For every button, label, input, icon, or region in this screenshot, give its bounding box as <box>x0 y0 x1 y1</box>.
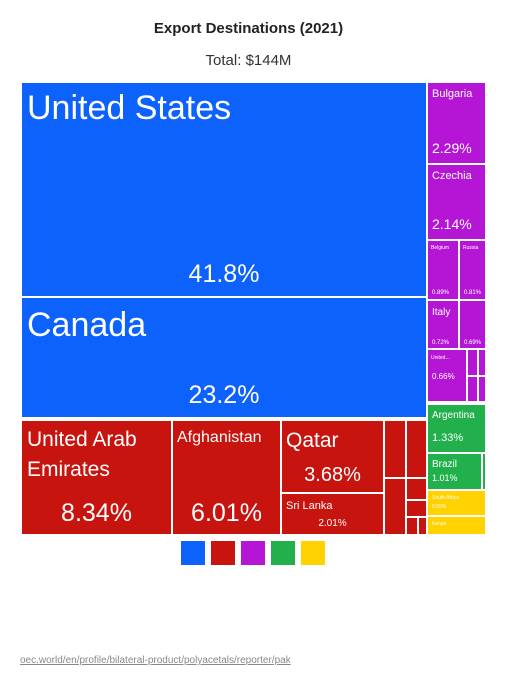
treemap-value-canada: 23.2% <box>189 381 260 409</box>
treemap-rect-united-arab-emirates <box>22 421 171 534</box>
treemap-rect-minor-1[interactable] <box>407 421 426 477</box>
treemap-label-czechia: Czechia <box>432 170 473 182</box>
treemap-rect-minor-5[interactable] <box>407 518 417 534</box>
treemap-value-united-kingdom: 0.66% <box>432 372 455 381</box>
treemap-rect-minor-9[interactable] <box>468 377 477 401</box>
treemap-value-qatar: 3.68% <box>304 464 361 486</box>
treemap-label-united-states: United States <box>27 89 231 127</box>
treemap-rect-minor-0[interactable] <box>385 421 405 477</box>
treemap-cell-qatar[interactable]: Qatar 3.68% <box>282 421 383 492</box>
treemap-cell-kenya[interactable]: Kenya <box>428 517 485 534</box>
treemap-rect-belgium <box>428 241 458 299</box>
treemap-label-kenya: Kenya <box>432 521 446 527</box>
treemap-cell-south-africa[interactable]: South Africa 0.55% <box>428 491 485 515</box>
chart-title: Export Destinations (2021) <box>153 20 344 37</box>
legend-swatch-europe[interactable] <box>241 541 265 565</box>
treemap-cell-united-arab-emirates[interactable]: United Arab Emirates 8.34% <box>22 421 171 534</box>
treemap-value-europe-small: 0.69% <box>464 340 482 346</box>
treemap-label-united-kingdom: United... <box>431 355 450 361</box>
treemap-value-italy: 0.72% <box>432 340 450 346</box>
treemap-value-united-arab-emirates: 8.34% <box>61 499 132 527</box>
treemap-cell-canada[interactable]: Canada 23.2% <box>22 298 426 417</box>
treemap-rect-minor-4[interactable] <box>407 501 426 516</box>
treemap-rect-qatar <box>282 421 383 492</box>
treemap-label-south-africa: South Africa <box>432 495 459 501</box>
treemap-rect-italy <box>428 301 458 348</box>
treemap-rect-canada <box>22 298 426 417</box>
treemap-cell-brazil[interactable]: Brazil 1.01% <box>428 454 481 489</box>
treemap-cell-bulgaria[interactable]: Bulgaria 2.29% <box>428 83 485 163</box>
treemap-rect-kenya <box>428 517 485 534</box>
treemap-cell-afghanistan[interactable]: Afghanistan 6.01% <box>173 421 280 534</box>
legend-swatch-asia[interactable] <box>211 541 235 565</box>
treemap-cell-sri-lanka[interactable]: Sri Lanka 2.01% <box>282 494 383 534</box>
chart-subtitle: Total: $144M <box>205 52 292 69</box>
treemap-rect-minor-2[interactable] <box>385 479 405 534</box>
treemap-value-argentina: 1.33% <box>432 432 463 444</box>
treemap-rect-minor-6[interactable] <box>419 518 426 534</box>
source-link[interactable]: oec.world/en/profile/bilateral-product/p… <box>20 655 291 666</box>
treemap-label-brazil: Brazil <box>432 459 457 470</box>
treemap-rect-argentina <box>428 405 485 452</box>
treemap-rect-brazil <box>428 454 481 489</box>
treemap-label-united-arab-emirates: United Arab <box>27 428 137 451</box>
treemap-rect-europe-small <box>460 301 485 348</box>
treemap-label-argentina: Argentina <box>432 410 475 421</box>
treemap-rect-minor-11[interactable] <box>483 454 485 489</box>
treemap-rect-south-africa <box>428 491 485 515</box>
legend-swatch-americas[interactable] <box>181 541 205 565</box>
treemap-rect-sri-lanka <box>282 494 383 534</box>
treemap-value-russia: 0.81% <box>464 290 482 296</box>
treemap-rect-minor-7[interactable] <box>468 350 477 375</box>
treemap-value-south-africa: 0.55% <box>432 504 447 510</box>
treemap-value-brazil: 1.01% <box>432 473 458 483</box>
treemap-rect-united-kingdom <box>428 350 466 401</box>
treemap-value-afghanistan: 6.01% <box>191 499 262 527</box>
treemap-label-russia: Russia <box>463 245 479 251</box>
legend-swatch-africa[interactable] <box>301 541 325 565</box>
treemap-value-czechia: 2.14% <box>432 216 472 232</box>
treemap-rect-minor-12[interactable] <box>472 517 485 534</box>
treemap-rect-minor-8[interactable] <box>479 350 485 375</box>
treemap-label-afghanistan: Afghanistan <box>177 429 262 446</box>
treemap-rect-minor-3[interactable] <box>407 479 426 499</box>
treemap-rect-minor-10[interactable] <box>479 377 485 401</box>
treemap-cell-united-states[interactable]: United States 41.8% <box>22 83 426 296</box>
treemap-rect-russia <box>460 241 485 299</box>
treemap-value-bulgaria: 2.29% <box>432 140 472 156</box>
legend-swatch-south-america[interactable] <box>271 541 295 565</box>
treemap-chart: United States 41.8% Canada 23.2% United Arab… <box>22 83 485 534</box>
treemap-value-belgium: 0.89% <box>432 290 450 296</box>
treemap-label-bulgaria: Bulgaria <box>432 88 473 100</box>
treemap-value-united-states: 41.8% <box>189 260 260 288</box>
treemap-label-belgium: Belgium <box>431 245 449 251</box>
treemap-rect-czechia <box>428 165 485 239</box>
treemap-rect-afghanistan <box>173 421 280 534</box>
treemap-rect-bulgaria <box>428 83 485 163</box>
treemap-cell-argentina[interactable]: Argentina 1.33% <box>428 405 485 452</box>
treemap-label-sri-lanka: Sri Lanka <box>286 500 333 512</box>
treemap-cell-belgium[interactable]: Belgium 0.89% <box>428 241 458 299</box>
treemap-cell-italy[interactable]: Italy 0.72% <box>428 301 458 348</box>
treemap-label-italy: Italy <box>432 307 450 318</box>
treemap-label-canada: Canada <box>27 306 146 344</box>
treemap-cell-russia[interactable]: Russia 0.81% <box>460 241 485 299</box>
treemap-cell-czechia[interactable]: Czechia 2.14% <box>428 165 485 239</box>
treemap-cell-united-kingdom[interactable]: United... 0.66% <box>428 350 466 401</box>
treemap-value-sri-lanka: 2.01% <box>318 518 346 529</box>
treemap-label-qatar: Qatar <box>286 429 339 452</box>
treemap-label-united-arab-emirates: Emirates <box>27 458 110 481</box>
treemap-rect-united-states <box>22 83 426 296</box>
treemap-cell-europe-small[interactable]: 0.69% <box>460 301 485 348</box>
